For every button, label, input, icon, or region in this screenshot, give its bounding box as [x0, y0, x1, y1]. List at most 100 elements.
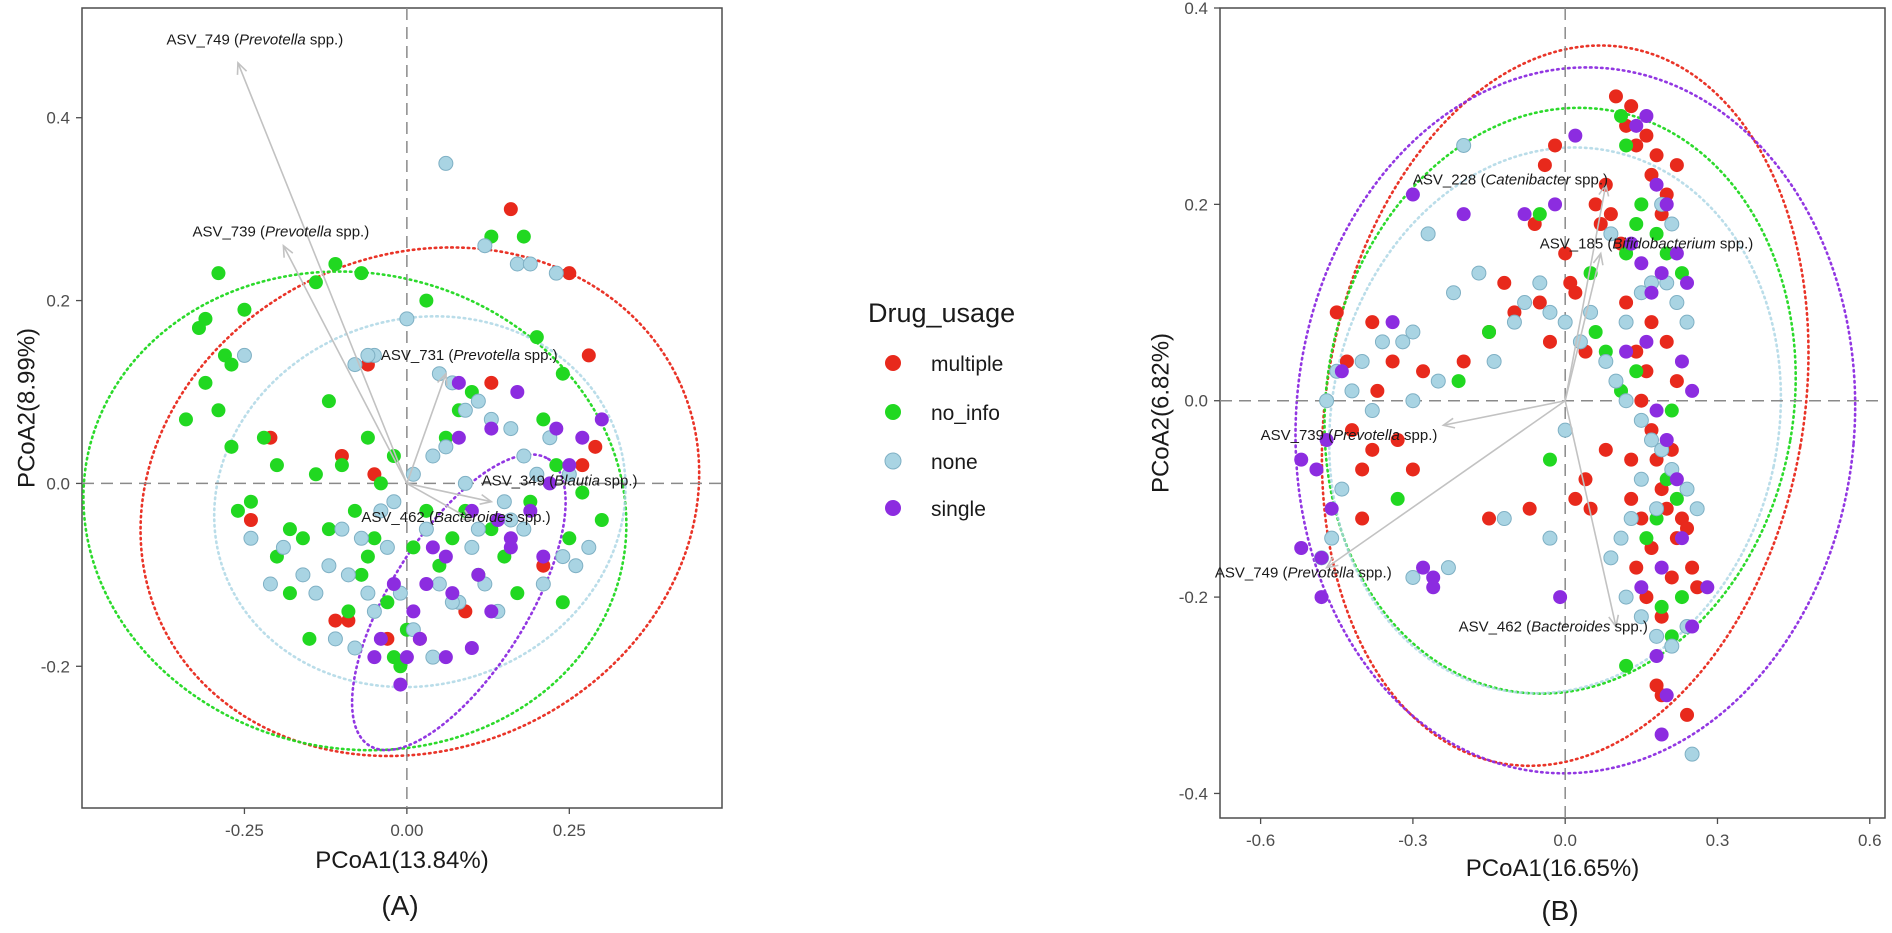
- panel-b-point-multiple: [1578, 472, 1593, 487]
- panel-a-point-no-info: [224, 357, 239, 372]
- panel-a-ytick-label: 0.0: [46, 474, 70, 493]
- panel-b-point-none: [1664, 638, 1680, 654]
- panel-b-ellipse-none: [1327, 146, 1783, 695]
- panel-b-point-none: [1517, 295, 1533, 311]
- panel-b-point-none: [1405, 393, 1421, 409]
- panel-b-point-multiple: [1690, 580, 1705, 595]
- panel-a-arrowhead-2: [436, 371, 448, 386]
- panel-b-point-multiple: [1532, 295, 1547, 310]
- panel-a-point-no-info: [594, 513, 609, 527]
- panel-b-point-single: [1426, 570, 1441, 585]
- panel-a-ytick-label: 0.2: [46, 292, 70, 311]
- panel-b-point-multiple: [1588, 197, 1603, 212]
- panel-b-point-single: [1553, 590, 1568, 605]
- panel-b-arrow-4: [1564, 400, 1617, 627]
- panel-a-point-no-info: [341, 604, 356, 619]
- panel-a-point-multiple: [328, 613, 343, 628]
- panel-b-point-single: [1309, 462, 1324, 477]
- panel-a-point-no-info: [360, 430, 375, 445]
- panel-a-xtick-label: -0.25: [225, 821, 264, 840]
- panel-a-ellipse-none: [212, 315, 627, 689]
- panel-a-ellipse-single: [350, 453, 567, 752]
- panel-a-point-none: [360, 347, 376, 363]
- panel-b-arrowhead-3: [1324, 556, 1339, 569]
- panel-b-point-none: [1679, 314, 1695, 330]
- panel-b-point-none: [1405, 324, 1421, 340]
- panel-b-point-no-info: [1654, 599, 1669, 614]
- legend-label-none: none: [931, 451, 978, 474]
- legend-swatch-none: [884, 452, 902, 470]
- panel-b-point-none: [1603, 226, 1619, 242]
- panel-b-point-single: [1385, 315, 1400, 330]
- panel-b-point-none: [1618, 589, 1634, 605]
- panel-b-point-no-info: [1588, 325, 1603, 339]
- panel-a-point-none: [496, 494, 512, 510]
- panel-b-point-no-info: [1659, 246, 1674, 261]
- panel-a-point-none: [457, 402, 473, 418]
- panel-b-point-multiple: [1385, 354, 1400, 369]
- panel-b-arrow-label-4: ASV_462 (Bacteroides spp.): [1459, 618, 1648, 635]
- panel-a-point-none: [470, 393, 486, 409]
- panel-a-point-no-info: [243, 494, 258, 509]
- panel-b-point-multiple: [1548, 138, 1563, 153]
- panel-a-point-single: [419, 577, 434, 591]
- panel-a-point-none: [386, 494, 402, 510]
- panel-a-point-single: [412, 631, 427, 646]
- panel-a-ylabel: PCoA2(8.99%): [13, 328, 40, 488]
- panel-b-arrow-label-0: ASV_228 (Catenibacter spp.): [1413, 172, 1608, 189]
- panel-b-point-single: [1674, 531, 1689, 546]
- panel-b-point-single: [1669, 472, 1684, 487]
- panel-b-ytick-label: -0.2: [1179, 588, 1208, 607]
- panel-a-arrowhead-0: [236, 61, 248, 75]
- panel-b-frame: [1219, 7, 1886, 819]
- panel-a-point-single: [503, 540, 518, 555]
- panel-a-arrow-label-3: ASV_349 (Blautia spp.): [482, 472, 638, 489]
- panel-b-arrowhead-4: [1608, 614, 1620, 629]
- panel-b-point-no-info: [1619, 658, 1634, 673]
- panel-a-point-no-info: [269, 458, 284, 473]
- panel-b-ylabel: PCoA2(6.82%): [1147, 333, 1174, 493]
- panel-b-point-no-info: [1390, 491, 1405, 506]
- panel-a-point-none: [321, 558, 337, 574]
- panel-b-point-none: [1623, 511, 1639, 527]
- panel-b-point-none: [1598, 353, 1614, 369]
- panel-b-point-none: [1557, 314, 1573, 330]
- panel-a-point-no-info: [516, 229, 531, 244]
- panel-b-point-no-info: [1674, 590, 1689, 605]
- panel-b-point-multiple: [1405, 462, 1420, 477]
- panel-b-point-none: [1430, 373, 1446, 389]
- panel-a-point-no-info: [555, 595, 570, 610]
- panel-b-ytick-label: 0.2: [1184, 195, 1208, 214]
- panel-a-ytick-label: -0.2: [41, 657, 70, 676]
- panel-b-arrow-label-3: ASV_749 (Prevotella spp.): [1215, 564, 1392, 581]
- panel-b-ytick-label: 0.0: [1184, 392, 1208, 411]
- panel-a-point-none: [555, 549, 571, 565]
- panel-b-point-multiple: [1685, 560, 1700, 575]
- panel-a-arrow-2: [406, 373, 447, 484]
- panel-b-xtick-label: 0.0: [1553, 831, 1577, 850]
- panel-b-point-none: [1319, 393, 1335, 409]
- panel-b-point-multiple: [1598, 442, 1613, 457]
- panel-a-point-single: [536, 549, 551, 564]
- legend-swatch-multiple: [885, 355, 901, 371]
- panel-a-point-none: [262, 576, 278, 592]
- panel-a-plot: ASV_749 (Prevotella spp.) ASV_739 (Prevot…: [13, 7, 723, 921]
- panel-a-point-none: [457, 475, 473, 491]
- panel-a-arrowhead-4: [459, 509, 474, 521]
- panel-a-point-none: [373, 503, 389, 519]
- panel-a-point-no-info: [211, 403, 226, 418]
- panel-a-point-no-info: [321, 522, 336, 537]
- panel-b-point-single: [1669, 246, 1684, 261]
- panel-a-point-no-info: [198, 375, 213, 390]
- panel-b-point-multiple: [1634, 511, 1649, 526]
- panel-b-point-multiple: [1563, 275, 1578, 290]
- panel-b-point-no-info: [1583, 266, 1598, 281]
- panel-b-point-single: [1649, 403, 1664, 418]
- panel-b-point-none: [1395, 334, 1411, 350]
- panel-b-xtick-label: 0.3: [1706, 831, 1730, 850]
- panel-b-point-single: [1629, 118, 1644, 133]
- panel-b-point-none: [1440, 560, 1456, 576]
- panel-a-point-no-info: [445, 531, 460, 546]
- panel-b-point-none: [1374, 334, 1390, 350]
- panel-a-zero-lines: [82, 8, 722, 808]
